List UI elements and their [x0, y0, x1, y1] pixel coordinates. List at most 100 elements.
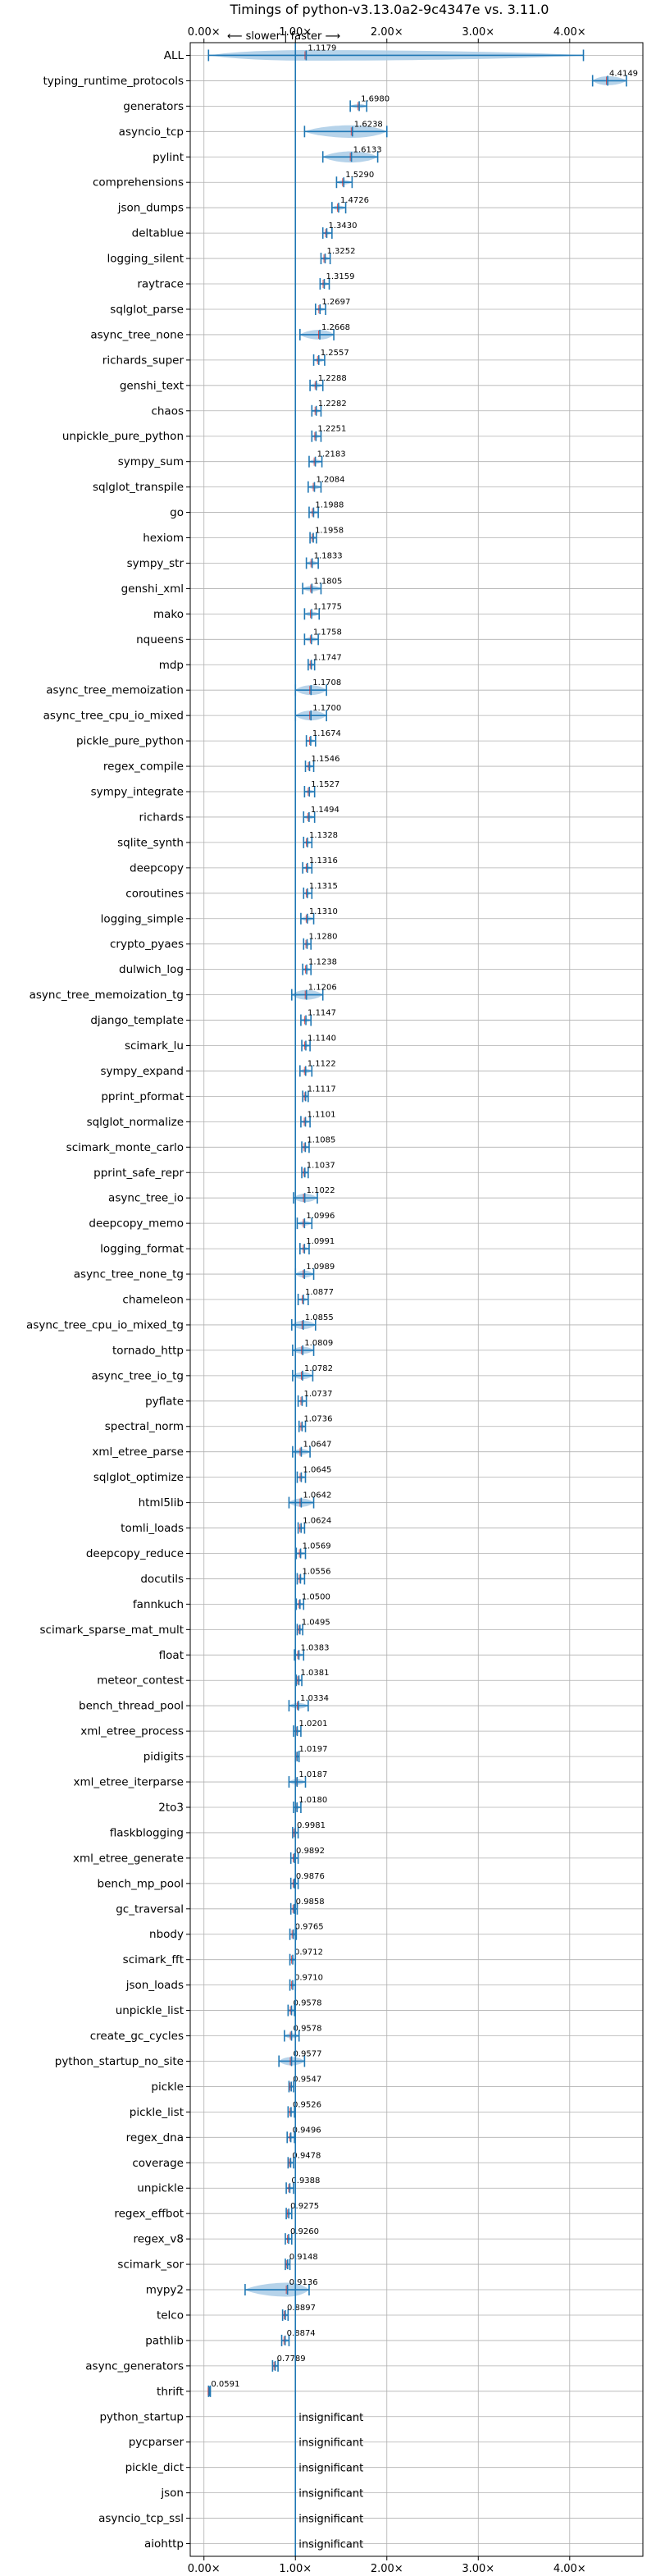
benchmark-violin: 1.1206 — [290, 984, 337, 1001]
benchmark-violin: 1.2668 — [299, 323, 350, 340]
value-label: 1.0647 — [303, 1441, 331, 1450]
value-label: 1.0187 — [298, 1770, 327, 1779]
value-label: 1.0197 — [298, 1745, 327, 1754]
benchmark-label: unpickle_list — [116, 2004, 184, 2017]
benchmark-violin: 1.3159 — [319, 272, 354, 290]
benchmark-label: regex_dna — [126, 2131, 184, 2144]
benchmark-violin: 1.0197 — [294, 1745, 327, 1763]
x-tick-label-bottom: 3.00× — [462, 2563, 494, 2575]
benchmark-label: meteor_contest — [97, 1674, 184, 1688]
benchmark-label: spectral_norm — [105, 1420, 184, 1433]
value-label: 0.9577 — [294, 2049, 322, 2058]
benchmark-label: nbody — [149, 1928, 184, 1941]
value-label: 1.0996 — [306, 1212, 335, 1221]
value-label: 1.1315 — [309, 882, 338, 891]
benchmark-violin: 1.0782 — [292, 1364, 333, 1382]
plot-frame — [189, 42, 644, 2557]
benchmark-label: logging_silent — [107, 253, 184, 266]
benchmark-label: flaskblogging — [110, 1826, 184, 1839]
benchmark-violin: 0.8874 — [280, 2329, 316, 2346]
benchmark-violin: 1.0809 — [292, 1339, 333, 1356]
benchmark-violin: 1.1310 — [300, 907, 338, 925]
benchmark-violin: 1.0201 — [293, 1720, 327, 1738]
benchmark-violin: 0.9260 — [285, 2227, 319, 2245]
benchmark-violin: 1.1328 — [303, 831, 338, 848]
benchmark-violin: 1.1758 — [303, 628, 342, 646]
benchmark-violin: 0.9148 — [285, 2253, 318, 2271]
benchmark-violin: 1.1037 — [301, 1161, 335, 1179]
benchmark-violin: 1.1315 — [303, 882, 338, 899]
benchmark-label: json — [160, 2487, 184, 2500]
value-label: 1.2288 — [318, 374, 347, 383]
benchmark-label: create_gc_cycles — [90, 2030, 184, 2043]
benchmark-violin: 1.2697 — [314, 298, 350, 315]
benchmark-violin: 1.1775 — [303, 602, 342, 620]
benchmark-violin: 1.1674 — [305, 729, 341, 747]
value-label: 1.0809 — [304, 1339, 333, 1348]
benchmark-label: xml_etree_process — [80, 1725, 184, 1738]
benchmark-label: async_tree_memoization — [46, 684, 184, 697]
benchmark-violin: 1.3252 — [320, 247, 356, 265]
benchmark-violin: 1.1238 — [302, 958, 337, 975]
benchmark-label: logging_format — [100, 1243, 184, 1256]
benchmark-violin: 1.0495 — [296, 1618, 330, 1636]
benchmark-label: async_tree_memoization_tg — [30, 989, 184, 1002]
value-label: 1.0334 — [300, 1694, 329, 1703]
value-label: 0.9765 — [295, 1923, 324, 1932]
benchmark-label: xml_etree_generate — [73, 1852, 184, 1865]
benchmark-violin: 1.1179 — [207, 43, 585, 62]
value-label: 1.3252 — [327, 247, 356, 256]
value-label: 1.1310 — [309, 907, 338, 916]
benchmark-violin: 1.1101 — [300, 1110, 336, 1128]
value-label: 1.1758 — [313, 628, 342, 637]
benchmark-violin: 0.9981 — [292, 1821, 326, 1838]
value-label: 1.1179 — [308, 43, 336, 53]
benchmark-label: coroutines — [125, 887, 184, 900]
benchmark-label: scimark_monte_carlo — [66, 1141, 184, 1154]
benchmark-violin: 0.7789 — [271, 2354, 306, 2372]
value-label: 1.6238 — [354, 120, 383, 129]
value-label: 1.1988 — [315, 501, 344, 510]
benchmark-violin: 1.0383 — [294, 1643, 330, 1661]
value-label: 0.9712 — [294, 1948, 323, 1957]
value-label: 1.0782 — [304, 1364, 333, 1373]
value-label: 1.1037 — [307, 1161, 335, 1170]
value-label: 1.1140 — [308, 1035, 336, 1044]
insignificant-label: insignificant — [298, 2437, 363, 2450]
benchmark-violin: 1.5290 — [335, 171, 374, 189]
benchmark-label: tornado_http — [112, 1344, 184, 1357]
x-tick-label-top: 4.00× — [554, 26, 586, 39]
benchmark-label: scimark_sparse_mat_mult — [40, 1624, 184, 1637]
value-label: 1.1085 — [307, 1135, 335, 1144]
chart-title: Timings of python-v3.13.0a2-9c4347e vs. … — [230, 2, 549, 17]
value-label: 1.1206 — [308, 984, 337, 993]
benchmark-violin: 0.9577 — [278, 2049, 322, 2067]
benchmark-violin: 1.1280 — [303, 933, 338, 950]
value-label: 1.1805 — [313, 577, 342, 586]
benchmark-violin: 0.9578 — [287, 1999, 322, 2016]
value-label: 0.9547 — [293, 2075, 321, 2084]
benchmark-violin: 1.1708 — [294, 678, 341, 697]
benchmark-violin: 1.0996 — [296, 1212, 335, 1230]
value-label: 1.2084 — [316, 476, 344, 485]
benchmark-violin: 1.0647 — [292, 1441, 331, 1458]
value-label: 0.9981 — [297, 1821, 326, 1830]
value-label: 1.1527 — [311, 780, 339, 789]
value-label: 1.0642 — [303, 1491, 331, 1500]
value-label: 1.2251 — [317, 425, 346, 434]
value-label: 1.1494 — [311, 806, 339, 815]
benchmark-label: pickle_dict — [125, 2461, 184, 2474]
value-label: 0.9136 — [289, 2278, 318, 2287]
value-label: 1.1238 — [308, 958, 337, 967]
benchmark-label: json_loads — [125, 1979, 184, 1992]
value-label: 1.2557 — [321, 349, 349, 358]
x-tick-label-bottom: 2.00× — [371, 2563, 403, 2575]
value-label: 1.2668 — [321, 323, 350, 332]
value-label: 1.0201 — [298, 1720, 327, 1729]
benchmark-label: python_startup — [99, 2410, 184, 2423]
benchmark-violin: 1.6133 — [321, 145, 382, 163]
value-label: 1.1147 — [308, 1009, 336, 1018]
benchmark-violin: 1.1747 — [308, 653, 342, 671]
value-label: 1.1122 — [308, 1059, 336, 1068]
benchmark-violin: 1.2282 — [311, 400, 347, 417]
